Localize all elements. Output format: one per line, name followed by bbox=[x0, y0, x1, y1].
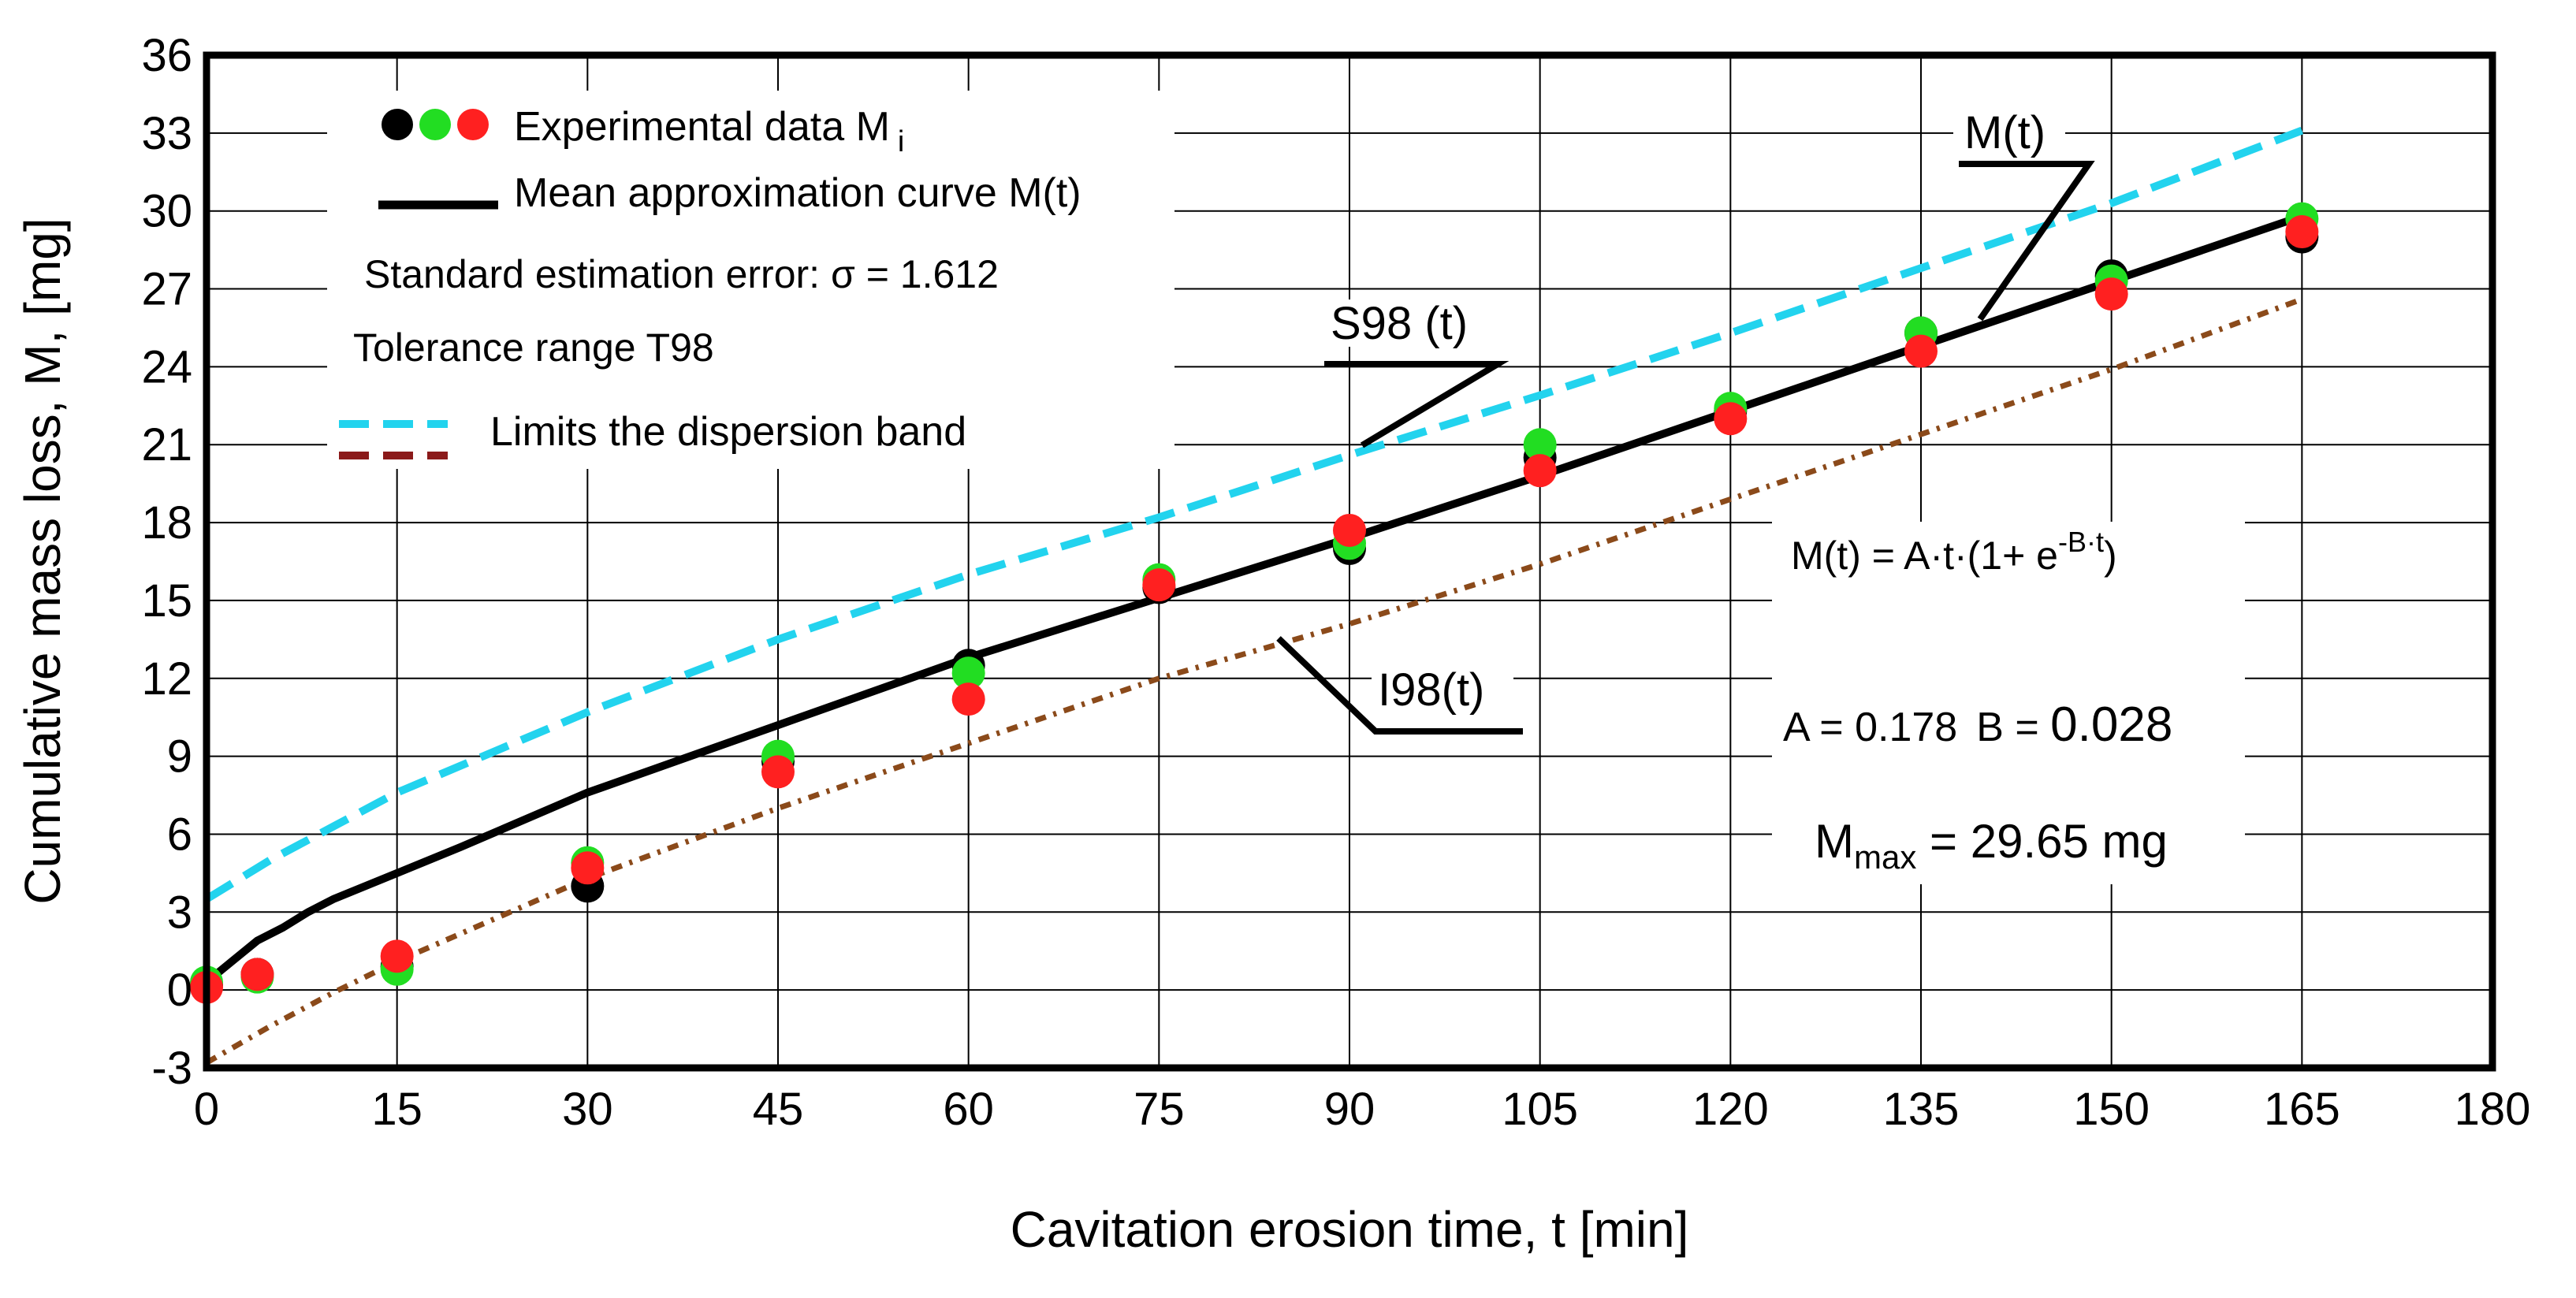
series-lines bbox=[203, 126, 2304, 1066]
s98-leader-line bbox=[1324, 361, 1509, 448]
y-axis-title: Cumulative mass loss, M, [mg] bbox=[14, 218, 71, 904]
y-tick-label-11: 30 bbox=[141, 186, 192, 237]
mmax-text: Mmax = 29.65 mg bbox=[1815, 815, 2168, 876]
plot-frame bbox=[203, 51, 2496, 1072]
point-red-4 bbox=[761, 755, 795, 789]
i98-annotation: I98(t) bbox=[1276, 636, 1523, 735]
x-tick-label-3: 45 bbox=[753, 1084, 804, 1135]
formula-text: M(t) = A·t·(1+ e-B·t) bbox=[1791, 526, 2117, 578]
point-red-10 bbox=[1904, 334, 1938, 368]
point-red-11 bbox=[2094, 277, 2128, 311]
x-tick-label-8: 120 bbox=[1692, 1084, 1769, 1135]
x-tick-label-0: 0 bbox=[194, 1084, 219, 1135]
point-red-2 bbox=[380, 939, 414, 973]
point-red-7 bbox=[1333, 513, 1366, 547]
y-tick-label-0: -3 bbox=[151, 1043, 192, 1094]
legend-std-error: Standard estimation error: σ = 1.612 bbox=[364, 252, 999, 296]
s98-label: S98 (t) bbox=[1331, 298, 1468, 349]
legend-mean-label: Mean approximation curve M(t) bbox=[514, 170, 1081, 216]
y-tick-label-9: 24 bbox=[141, 341, 192, 392]
series-line-s98-t- bbox=[204, 126, 2304, 903]
i98-label-bg bbox=[1372, 666, 1513, 713]
formula-box: M(t) = A·t·(1+ e-B·t) A = 0.178 B = 0.028… bbox=[1772, 522, 2245, 884]
series-points bbox=[190, 202, 2319, 1004]
s98-label-bg bbox=[1326, 299, 1507, 347]
x-tick-label-10: 150 bbox=[2073, 1084, 2150, 1135]
point-red-9 bbox=[1714, 402, 1748, 436]
mt-label-bg bbox=[1953, 109, 2065, 154]
y-tick-label-6: 15 bbox=[141, 575, 192, 627]
y-tick-label-7: 18 bbox=[141, 497, 192, 549]
y-tick-label-1: 0 bbox=[167, 965, 192, 1016]
series-line-i98-t- bbox=[205, 296, 2303, 1066]
tick-labels: 0 15 30 45 60 75 90 105 120 135 150 165 180-30369121… bbox=[141, 30, 2530, 1135]
point-red-1 bbox=[240, 958, 274, 991]
x-tick-label-6: 90 bbox=[1324, 1084, 1375, 1135]
point-red-8 bbox=[1523, 454, 1557, 488]
point-red-3 bbox=[571, 851, 605, 885]
legend-background bbox=[327, 91, 1174, 469]
x-tick-label-12: 180 bbox=[2455, 1084, 2531, 1135]
i98-leader-line bbox=[1276, 636, 1523, 735]
i98-label: I98(t) bbox=[1378, 664, 1484, 716]
formula-background bbox=[1772, 522, 2245, 884]
x-tick-label-4: 60 bbox=[943, 1084, 994, 1135]
legend-green-dot bbox=[419, 109, 451, 140]
x-tick-label-5: 75 bbox=[1134, 1084, 1185, 1135]
mt-annotation: M(t) bbox=[1953, 107, 2095, 322]
y-tick-label-10: 27 bbox=[141, 264, 192, 315]
params-text: A = 0.178 B = 0.028 bbox=[1783, 697, 2172, 752]
legend-dispersion-label: Limits the dispersion band bbox=[490, 409, 966, 455]
legend-red-dot bbox=[457, 109, 489, 140]
point-green-8 bbox=[1523, 428, 1557, 462]
x-tick-label-2: 30 bbox=[562, 1084, 613, 1135]
x-axis-title: Cavitation erosion time, t [min] bbox=[1011, 1201, 1689, 1258]
legend-black-dot bbox=[382, 109, 413, 140]
legend-tolerance: Tolerance range T98 bbox=[353, 325, 714, 370]
y-tick-label-8: 21 bbox=[141, 419, 192, 470]
mt-label: M(t) bbox=[1964, 107, 2046, 158]
x-tick-label-9: 135 bbox=[1883, 1084, 1960, 1135]
s98-annotation: S98 (t) bbox=[1324, 298, 1509, 448]
point-green-5 bbox=[951, 656, 985, 690]
y-tick-label-5: 12 bbox=[141, 653, 192, 705]
x-tick-label-7: 105 bbox=[1502, 1084, 1578, 1135]
y-tick-label-4: 9 bbox=[167, 731, 192, 783]
y-tick-label-2: 3 bbox=[167, 887, 192, 938]
point-red-5 bbox=[951, 682, 985, 716]
point-red-12 bbox=[2285, 215, 2319, 249]
y-tick-label-12: 33 bbox=[141, 108, 192, 159]
x-tick-label-1: 15 bbox=[371, 1084, 423, 1135]
mt-leader-line bbox=[1959, 161, 2095, 322]
point-red-6 bbox=[1142, 568, 1176, 602]
series-line-m-t- bbox=[203, 212, 2303, 986]
y-tick-label-3: 6 bbox=[167, 809, 192, 860]
x-tick-label-11: 165 bbox=[2264, 1084, 2340, 1135]
y-tick-label-13: 36 bbox=[141, 30, 192, 81]
